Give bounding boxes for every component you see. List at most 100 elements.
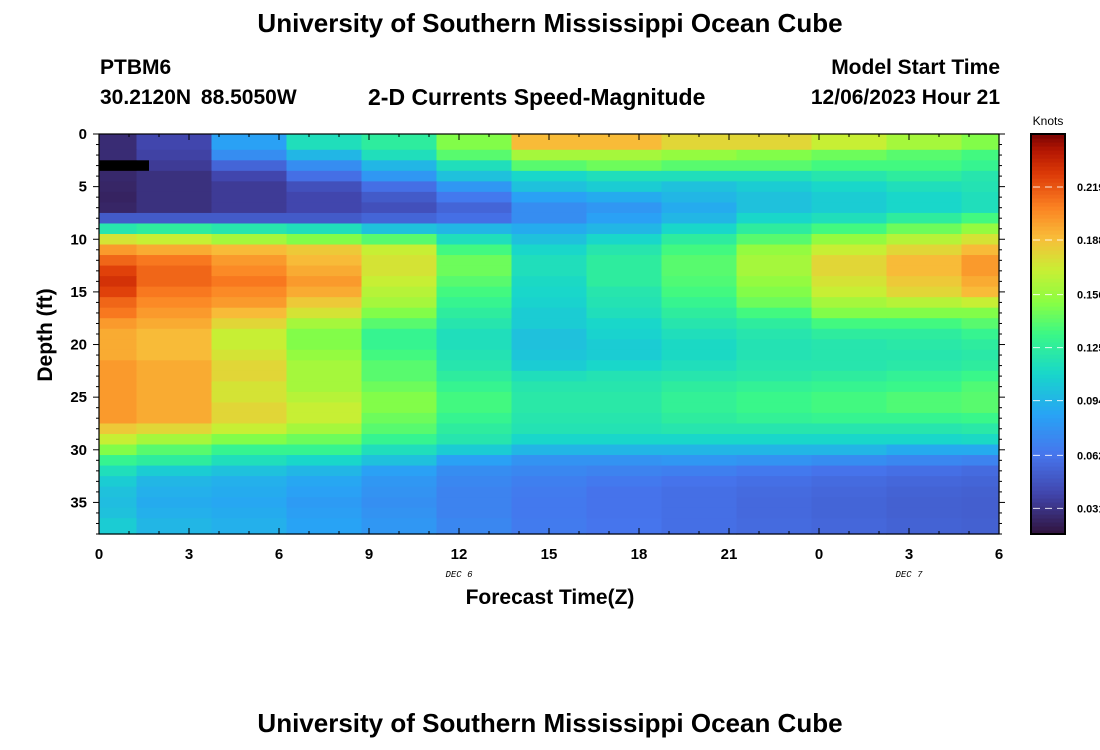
heatmap-cell (661, 423, 738, 435)
heatmap-cell (886, 402, 963, 414)
colorbar-swatch (1031, 310, 1065, 315)
heatmap-cell (211, 360, 288, 372)
heatmap-cell (511, 202, 588, 214)
heatmap-cell (661, 276, 738, 288)
heatmap-cell (136, 434, 213, 446)
heatmap-cell (136, 339, 213, 351)
heatmap-cell (811, 423, 888, 435)
heatmap-cell (961, 486, 1000, 498)
heatmap-cell (436, 307, 513, 319)
heatmap-cell (99, 434, 138, 446)
heatmap-cell (436, 149, 513, 161)
heatmap-cell (136, 412, 213, 425)
heatmap-cell (586, 160, 663, 172)
heatmap-cell (886, 518, 963, 535)
heatmap-cell (886, 307, 963, 319)
heatmap-cell (811, 160, 888, 172)
heatmap-cell (361, 202, 438, 214)
heatmap-cell (211, 412, 288, 425)
y-tick-label: 5 (79, 179, 87, 196)
heatmap-cell (736, 191, 813, 204)
heatmap-cell (811, 412, 888, 425)
heatmap-cell (361, 149, 438, 161)
heatmap-cell (661, 370, 738, 382)
colorbar-tick-label: 0.125 (1077, 343, 1100, 355)
colorbar-swatch (1031, 214, 1065, 219)
heatmap-cell (961, 423, 1000, 435)
heatmap-cell (886, 370, 963, 382)
heatmap-cell (811, 212, 888, 225)
heatmap-cell (961, 276, 1000, 288)
heatmap-cell (136, 444, 213, 456)
heatmap-cell (99, 349, 138, 361)
heatmap-cell (661, 349, 738, 361)
y-tick-label: 30 (70, 442, 87, 459)
colorbar-swatch (1031, 326, 1065, 331)
heatmap-cell (586, 339, 663, 351)
heatmap-cell (211, 297, 288, 309)
colorbar-swatch (1031, 294, 1065, 299)
heatmap-cell (436, 276, 513, 288)
heatmap-cell (511, 486, 588, 498)
heatmap-cell (736, 234, 813, 246)
x-axis-title: Forecast Time(Z) (466, 586, 635, 609)
heatmap-cell (886, 255, 963, 267)
colorbar-swatch (1031, 514, 1065, 519)
colorbar-swatch (1031, 242, 1065, 247)
colorbar-swatch (1031, 186, 1065, 191)
colorbar-swatch (1031, 138, 1065, 143)
heatmap-cell (211, 349, 288, 361)
heatmap-cell (99, 360, 138, 372)
heatmap-cell (436, 391, 513, 404)
heatmap-cell (99, 244, 138, 256)
x-tick-label: 3 (905, 546, 913, 563)
heatmap-cell (511, 191, 588, 204)
heatmap-cell (361, 318, 438, 330)
colorbar-swatch (1031, 182, 1065, 187)
heatmap-cell (286, 160, 363, 172)
heatmap-cell (511, 328, 588, 340)
heatmap-cell (961, 455, 1000, 467)
heatmap-cell (661, 297, 738, 309)
heatmap-cell (361, 223, 438, 235)
heatmap-cell (211, 444, 288, 456)
heatmap-cell (99, 134, 138, 151)
heatmap-cell (511, 391, 588, 404)
y-tick-label: 20 (70, 337, 87, 354)
heatmap-cell (361, 402, 438, 414)
colorbar-swatch (1031, 358, 1065, 363)
heatmap-cell (286, 307, 363, 319)
colorbar-swatch (1031, 210, 1065, 215)
heatmap-cell (286, 276, 363, 288)
colorbar-swatch (1031, 162, 1065, 167)
heatmap-cell (736, 339, 813, 351)
heatmap-cell (886, 412, 963, 425)
heatmap-cell (286, 360, 363, 372)
heatmap-cell (511, 349, 588, 361)
heatmap-cell (736, 307, 813, 319)
heatmap-cell (736, 265, 813, 277)
heatmap-cell (99, 297, 138, 309)
heatmap-cell (661, 434, 738, 446)
heatmap-cell (586, 234, 663, 246)
heatmap-cell (736, 370, 813, 382)
heatmap-cell (586, 507, 663, 519)
heatmap-cell (736, 134, 813, 151)
heatmap-cell (811, 286, 888, 298)
heatmap-cell (211, 134, 288, 151)
colorbar-swatch (1031, 418, 1065, 423)
colorbar-swatch (1031, 134, 1065, 139)
colorbar-swatch (1031, 374, 1065, 379)
heatmap-cell (961, 223, 1000, 235)
heatmap-cell (136, 381, 213, 393)
heatmap-cell (586, 307, 663, 319)
heatmap-cell (436, 202, 513, 214)
heatmap-cell (436, 318, 513, 330)
heatmap-cell (136, 318, 213, 330)
colorbar-swatch (1031, 490, 1065, 495)
heatmap-cell (736, 286, 813, 298)
heatmap-cell (811, 360, 888, 372)
heatmap-cell (511, 412, 588, 425)
heatmap-cell (586, 181, 663, 193)
heatmap-cell (136, 328, 213, 340)
